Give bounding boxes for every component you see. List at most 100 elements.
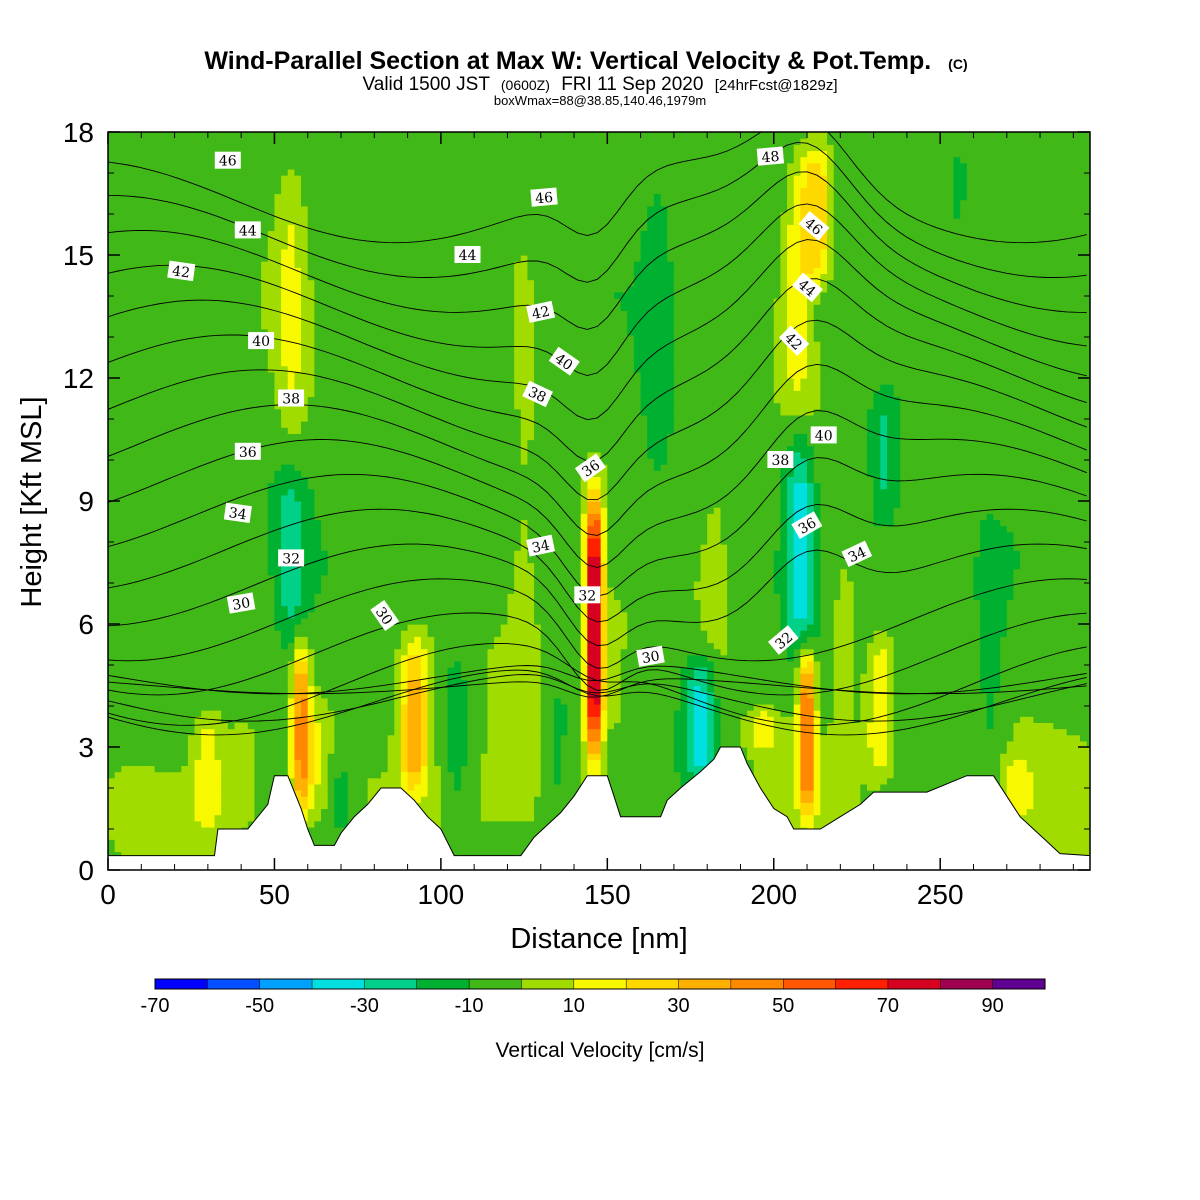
colorbar-tick-label: 90 [981,995,1003,1017]
theta-contour-line [108,239,1087,421]
subtitle-utc: (0600Z) [501,77,550,93]
terrain [107,746,1091,871]
contour-label: 42 [167,260,196,282]
colorbar-tick-label: 70 [877,995,899,1017]
colorbar-swatch [940,978,994,990]
chart-title-mark: (C) [948,56,967,72]
colorbar-swatch [678,978,732,990]
chart-title: Wind-Parallel Section at Max W: Vertical… [204,47,967,75]
contour-label: 46 [530,187,558,207]
colorbar-swatch [521,978,575,990]
x-tick-label: 50 [259,879,290,910]
contour-label: 40 [248,332,275,350]
contour-label-text: 40 [252,334,270,350]
theta-contour-line [108,543,1087,647]
colorbar-tick-label: 10 [563,995,585,1017]
theta-contour-line [108,612,1087,696]
theta-contour-line [108,363,1087,536]
contour-label: 48 [756,146,785,166]
contour-label-text: 34 [846,544,869,566]
contour-label: 38 [767,451,794,469]
y-tick-label: 15 [63,240,94,271]
colorbar-tick-label: -70 [141,995,170,1017]
colorbar-swatch [468,978,523,990]
contour-label-text: 42 [171,263,191,281]
y-axis-title: Height [Kft MSL] [16,396,48,607]
contour-label-text: 30 [641,648,661,667]
chart-title-text: Wind-Parallel Section at Max W: Vertical… [204,47,931,75]
theta-contour-line [108,132,1087,244]
contour-label-text: 38 [282,392,300,408]
contour-label: 30 [226,592,256,614]
theta-contour-line [108,503,1087,623]
subtitle-date: FRI 11 Sep 2020 [561,74,703,95]
contour-label: 34 [223,502,252,523]
colorbar-swatch [364,978,418,990]
contour-label-text: 42 [531,304,552,323]
theta-contour-line [108,141,1087,283]
contour-label-text: 32 [282,551,300,567]
contour-label-text: 38 [526,384,549,406]
colorbar-swatch [259,978,313,990]
y-tick-label: 3 [78,732,94,763]
contour-label: 46 [214,151,241,170]
y-tick-label: 12 [63,363,94,394]
colorbar-swatch [573,978,627,990]
theta-contour-line [108,410,1087,568]
colorbar-swatch [311,978,365,990]
contour-label-text: 36 [796,515,820,538]
colorbar-swatch [207,978,261,990]
y-tick-label: 9 [78,486,94,517]
colorbar-swatch [992,978,1046,990]
contour-label: 32 [574,586,601,604]
colorbar-swatch [625,978,680,990]
colorbar-title: Vertical Velocity [cm/s] [496,1039,705,1062]
contour-label: 38 [278,389,305,408]
x-axis: 0 50 100 150 200 250 [100,132,1074,910]
colorbar-swatch [835,978,889,990]
contour-label-text: 46 [219,154,237,170]
contour-label: 44 [234,221,261,239]
contour-label-text: 36 [239,445,257,461]
potential-temperature-contours [108,132,1087,736]
colorbar-frame [154,978,1046,990]
theta-contour-line [108,171,1087,330]
contour-label: 36 [791,511,823,540]
contour-label-text: 48 [761,149,780,166]
x-tick-label: 100 [418,879,465,910]
y-tick-label: 0 [78,855,94,886]
x-tick-label: 200 [750,879,797,910]
colorbar: -70 -50 -30 -10 10 30 50 70 90 [141,978,1046,1017]
theta-contour-line [108,203,1087,376]
contour-label: 38 [522,380,553,408]
colorbar-tick-label: -50 [245,995,274,1017]
contour-label: 34 [841,540,873,568]
colorbar-tick-label: -30 [350,995,379,1017]
colorbar-swatch [887,978,941,990]
theta-contour-line [108,642,1087,726]
y-tick-label: 18 [63,117,94,148]
contour-label: 36 [234,442,261,461]
colorbar-tick-label: 30 [667,995,689,1017]
colorbar-swatch [730,978,784,990]
contour-label: 30 [636,645,665,667]
colorbar-tick-label: 50 [772,995,794,1017]
theta-contour-line [108,669,1087,736]
theta-contour-line [108,319,1087,501]
theta-contour-line [108,578,1087,669]
y-tick-label: 6 [78,609,94,640]
contour-label-text: 40 [815,428,833,444]
colorbar-swatch [154,978,208,990]
chart-note: boxWmax=88@38.85,140.46,1979m [494,93,706,108]
contour-label-text: 34 [531,537,552,556]
x-tick-label: 150 [584,879,631,910]
colorbar-swatch [782,978,837,990]
contour-label-text: 46 [535,190,554,207]
x-tick-label: 0 [100,879,116,910]
contour-label: 32 [278,549,305,567]
chart-subtitle: Valid 1500 JST (0600Z) FRI 11 Sep 2020 [… [362,74,837,95]
